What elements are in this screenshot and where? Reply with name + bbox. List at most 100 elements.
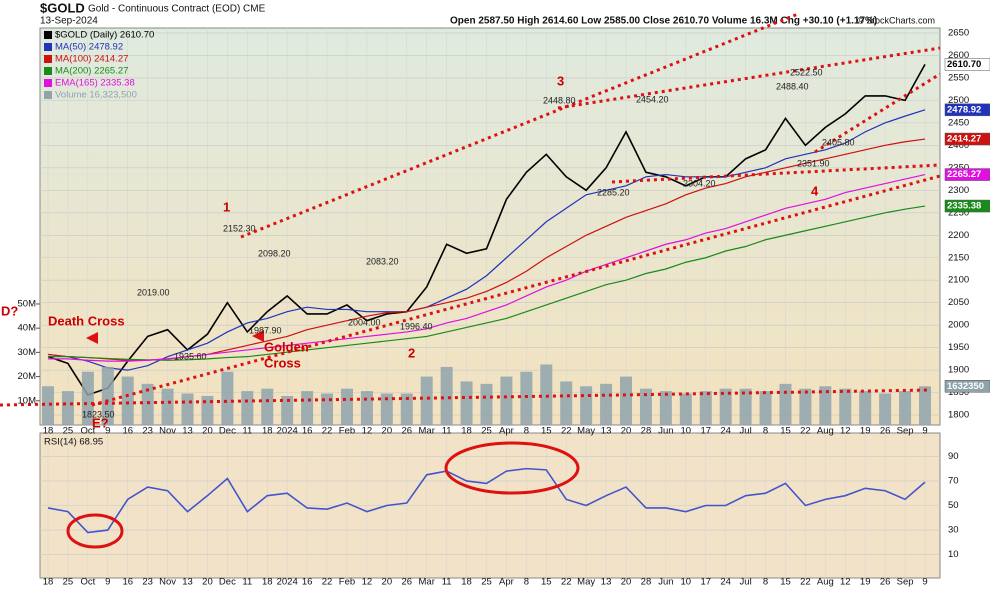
wave-label: D?	[1, 303, 18, 318]
x-tick-label: 16	[302, 426, 313, 437]
x-tick-label: 20	[382, 426, 393, 437]
value-tag-label: 1632350	[947, 381, 984, 392]
volume-bar	[879, 393, 892, 425]
y-tick-label: 2150	[948, 252, 969, 263]
y-tick-label: 2000	[948, 320, 969, 331]
volume-bar	[281, 395, 294, 425]
x-tick-label: 23	[142, 426, 153, 437]
x-tick-label: 19	[860, 426, 871, 437]
x-tick-label: 13	[182, 426, 193, 437]
x-tick-label: 11	[442, 426, 452, 437]
volume-bar	[321, 393, 334, 425]
wave-label: 3	[557, 73, 564, 88]
volume-bar	[440, 366, 453, 425]
volume-bar	[480, 383, 493, 425]
volume-bar	[799, 388, 812, 425]
chart-title: Gold - Continuous Contract (EOD) CME	[88, 4, 266, 15]
x-tick-label: 10	[681, 426, 692, 437]
x-tick-label: 18	[262, 577, 273, 588]
value-tag-label: 2414.27	[947, 134, 981, 145]
price-label: 2351.90	[797, 158, 830, 168]
volume-bar	[580, 386, 593, 425]
symbol: $GOLD	[40, 0, 85, 15]
x-tick-label: 25	[63, 426, 74, 437]
x-tick-label: Apr	[499, 577, 514, 588]
trend-lines	[0, 12, 941, 549]
x-tick-label: 9	[105, 577, 110, 588]
x-tick-label: 18	[43, 577, 54, 588]
value-tag	[944, 132, 990, 146]
x-tick-label: 17	[700, 577, 711, 588]
volume-bar	[659, 391, 672, 425]
y2-tick-label: 10M	[18, 395, 37, 406]
y-tick-label: 2500	[948, 95, 969, 106]
x-tick-label: Jul	[740, 577, 752, 588]
x-tick-label: 28	[641, 577, 652, 588]
volume-bar	[81, 371, 94, 425]
legend-entry: Volume 16,323,500	[55, 90, 137, 101]
x-tick-label: 25	[481, 577, 492, 588]
x-tick-label: Nov	[159, 577, 176, 588]
x-tick-label: 24	[720, 426, 731, 437]
series-line	[47, 64, 926, 396]
y-tick-label: 90	[948, 451, 959, 462]
y-tick-label: 2650	[948, 27, 969, 38]
stats: Open 2587.50 High 2614.60 Low 2585.00 Cl…	[450, 16, 877, 27]
x-tick-label: 13	[601, 577, 612, 588]
y-tick-label: 50	[948, 500, 959, 511]
wave-label: 4	[811, 183, 819, 198]
y-tick-label: 1950	[948, 342, 969, 353]
rsi-title: RSI(14) 68.95	[44, 437, 103, 448]
value-tag	[944, 103, 990, 117]
price-label: 2083.20	[366, 256, 399, 266]
x-tick-label: 24	[720, 577, 731, 588]
series-line	[48, 205, 926, 361]
price-label: 1823.50	[82, 409, 115, 419]
x-tick-label: May	[577, 577, 595, 588]
legend-entry: MA(100) 2414.27	[55, 54, 128, 65]
x-tick-label: 16	[122, 426, 133, 437]
y-tick-label: 2250	[948, 207, 969, 218]
volume-bar	[520, 371, 533, 425]
x-tick-label: 20	[202, 426, 213, 437]
price-label: 1996.40	[400, 321, 433, 331]
x-tick-label: Jul	[740, 426, 752, 437]
volume-bar	[719, 388, 732, 425]
volume-bar	[859, 391, 872, 425]
cross-label: Cross	[264, 355, 301, 370]
volume-bar	[141, 383, 154, 425]
volume-bar	[340, 388, 353, 425]
x-tick-label: 9	[922, 577, 927, 588]
x-tick-label: Aug	[817, 577, 834, 588]
volume-bar	[600, 383, 613, 425]
volume-bar	[919, 386, 931, 425]
annotations: 1 2 3 4 D? E? Death Cross Golden Cross 2…	[1, 67, 855, 430]
credit: © StockCharts.com	[857, 15, 935, 25]
price-label: 2488.40	[776, 81, 809, 91]
x-tick-label: Oct	[80, 426, 95, 437]
x-tick-label: 28	[641, 426, 652, 437]
price-label: 2098.20	[258, 248, 291, 258]
y-tick-label: 1850	[948, 387, 969, 398]
legend-swatch	[44, 31, 52, 39]
volume-bar	[380, 393, 393, 425]
volume-bar	[839, 388, 852, 425]
volume-bar	[161, 388, 174, 425]
x-tick-label: 2024	[277, 426, 298, 437]
x-tick-label: 22	[561, 577, 572, 588]
value-tag-label: 2478.92	[947, 104, 981, 115]
volume-bar	[360, 391, 373, 425]
volume-bar	[500, 376, 513, 425]
x-tick-label: 12	[840, 426, 851, 437]
price-label: 2304.20	[683, 178, 716, 188]
x-tick-label: Jun	[658, 426, 673, 437]
y-tick-label: 2550	[948, 72, 969, 83]
y-tick-label: 2600	[948, 50, 969, 61]
x-tick-label: 18	[43, 426, 54, 437]
price-label: 2448.80	[543, 95, 576, 105]
volume-bar	[42, 386, 54, 425]
x-tick-label: Mar	[419, 577, 435, 588]
y-tick-label: 30	[948, 525, 959, 536]
volume-bar	[221, 371, 234, 425]
price-label: 2019.00	[137, 287, 170, 297]
